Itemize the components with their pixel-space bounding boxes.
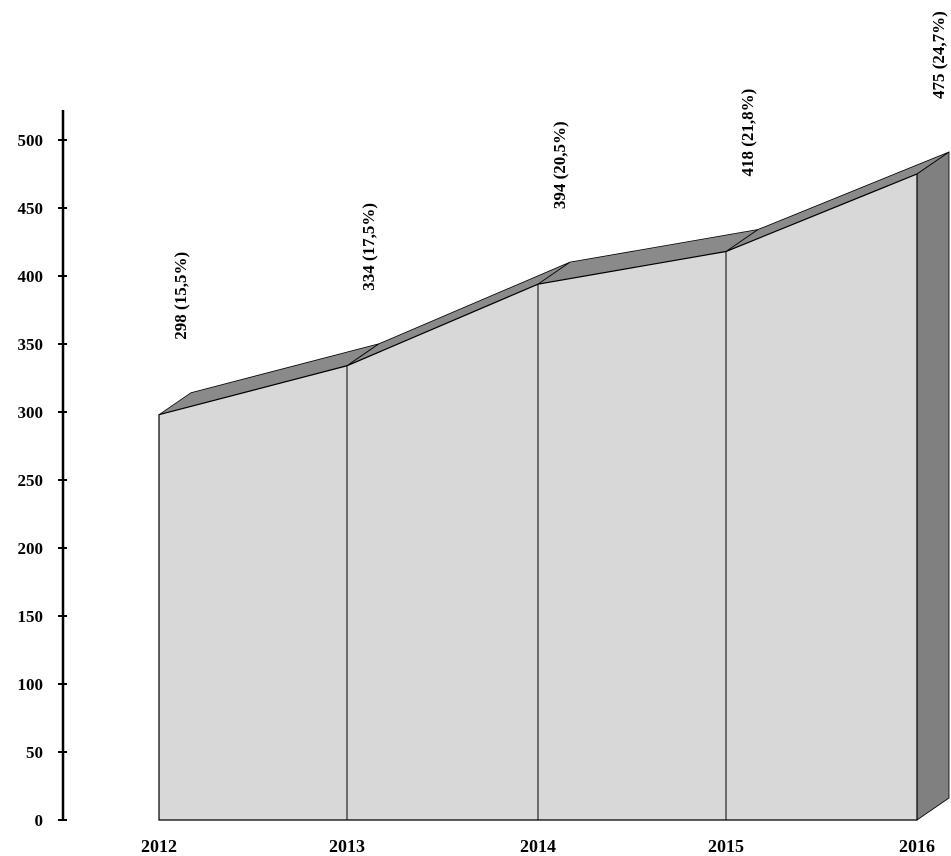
y-tick-label: 250 bbox=[18, 471, 44, 490]
y-axis bbox=[58, 110, 67, 821]
y-tick-label: 300 bbox=[18, 403, 44, 422]
x-tick-label: 2015 bbox=[708, 836, 744, 856]
y-tick-label: 0 bbox=[35, 811, 44, 830]
data-label: 298 (15,5%) bbox=[171, 252, 190, 340]
data-label: 418 (21,8%) bbox=[738, 89, 757, 177]
data-label: 334 (17,5%) bbox=[359, 203, 378, 291]
y-tick-label: 100 bbox=[18, 675, 44, 694]
x-tick-labels: 2012 2013 2014 2015 2016 bbox=[141, 836, 935, 856]
y-tick-label: 50 bbox=[26, 743, 43, 762]
data-label: 394 (20,5%) bbox=[550, 121, 569, 209]
x-tick-label: 2014 bbox=[520, 836, 556, 856]
data-labels: 298 (15,5%) 334 (17,5%) 394 (20,5%) 418 (21… bbox=[171, 11, 948, 340]
x-tick-label: 2013 bbox=[329, 836, 365, 856]
y-tick-label: 450 bbox=[18, 199, 44, 218]
area-body bbox=[158, 151, 950, 821]
data-label: 475 (24,7%) bbox=[929, 11, 948, 99]
y-tick-label: 500 bbox=[18, 131, 44, 150]
y-tick-label: 350 bbox=[18, 335, 44, 354]
y-tick-label: 200 bbox=[18, 539, 44, 558]
x-tick-label: 2012 bbox=[141, 836, 177, 856]
area-side-face bbox=[916, 151, 950, 821]
y-tick-label: 400 bbox=[18, 267, 44, 286]
y-tick-label: 150 bbox=[18, 607, 44, 626]
y-tick-labels: 0 50 100 150 200 250 300 350 400 450 500 bbox=[18, 131, 44, 830]
x-tick-label: 2016 bbox=[899, 836, 935, 856]
